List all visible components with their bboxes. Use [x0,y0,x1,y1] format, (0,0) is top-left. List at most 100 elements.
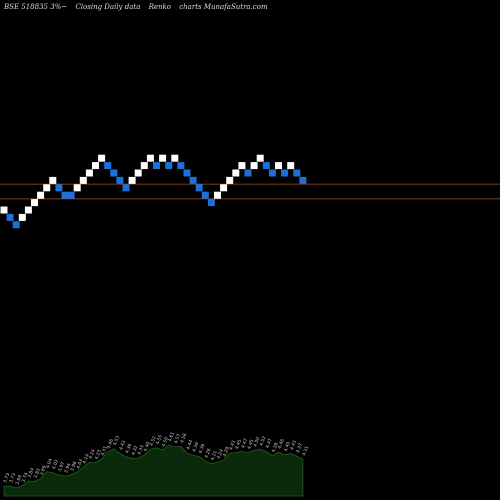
renko-brick [201,191,209,199]
volume-value-label: 4.21 [210,450,219,462]
volume-value-label: 4.45 [234,439,243,451]
volume-value-label: 3.73 [2,472,11,484]
header-symbol: BSE 518835 3%~ [4,3,68,11]
renko-brick [67,191,75,199]
renko-brick [55,184,63,192]
volume-value-label: 4.50 [161,436,170,448]
renko-brick [73,184,81,192]
volume-labels: 3.733.733.693.743.843.833.894.044.023.97… [2,431,310,486]
renko-brick [61,191,69,199]
volume-value-label: 4.40 [143,441,152,453]
renko-brick [116,176,124,184]
renko-brick [244,169,252,177]
volume-value-label: 4.58 [179,432,188,444]
volume-value-label: 4.45 [246,439,255,451]
volume-value-label: 4.33 [136,444,145,456]
volume-value-label: 4.36 [124,443,133,455]
renko-brick [49,176,57,184]
volume-value-label: 4.31 [100,445,109,457]
renko-brick [171,154,179,162]
volume-value-label: 4.53 [112,435,121,447]
volume-value-label: 4.38 [271,442,280,454]
volume-area [3,444,304,497]
volume-value-label: 4.29 [222,446,231,458]
volume-value-label: 4.02 [51,459,60,471]
volume-value-label: 4.50 [252,436,261,448]
volume-value-label: 4.43 [228,439,237,451]
volume-value-label: 4.37 [295,442,304,454]
renko-brick [165,162,173,170]
renko-brick [43,184,51,192]
volume-value-label: 4.57 [173,433,182,445]
renko-brick [12,221,20,229]
renko-brick [159,154,167,162]
volume-value-label: 4.40 [283,441,292,453]
renko-brick [214,191,221,199]
renko-brick [299,176,307,184]
volume-value-label: 3.89 [39,465,48,477]
renko-brick [177,162,185,170]
volume-value-label: 4.47 [265,438,274,450]
renko-brick [140,162,148,170]
volume-value-label: 4.23 [94,449,103,461]
renko-brick [92,162,99,170]
volume-value-label: 4.52 [258,435,267,447]
renko-bricks [0,154,307,229]
renko-brick [98,154,106,162]
renko-brick [226,176,234,184]
volume-value-label: 4.14 [82,453,91,465]
renko-brick [146,154,154,162]
renko-brick [128,176,136,184]
renko-brick [6,213,14,221]
renko-brick [220,184,228,192]
renko-brick [79,176,87,184]
volume-value-label: 3.69 [14,474,23,486]
renko-brick [134,169,142,177]
renko-brick [189,176,197,184]
volume-value-label: 4.24 [88,448,97,460]
volume-value-label: 3.73 [8,472,17,484]
renko-brick [122,184,130,192]
volume-value-label: 4.04 [45,458,54,470]
renko-brick [275,162,282,170]
volume-value-label: 4.47 [240,438,249,450]
volume-value-label: 3.94 [63,462,72,474]
renko-brick [232,169,240,177]
renko-brick [293,169,301,177]
volume-value-label: 4.31 [301,445,310,457]
volume-value-label: 4.24 [216,448,225,460]
renko-brick [85,169,93,177]
volume-value-label: 4.43 [118,439,127,451]
renko-brick [262,162,270,170]
renko-brick [238,162,246,170]
volume-value-label: 4.46 [106,438,115,450]
renko-brick [153,162,160,170]
renko-brick [207,199,215,207]
renko-brick [183,169,191,177]
renko-brick [281,169,289,177]
volume-value-label: 4.03 [75,458,84,470]
volume-value-label: 4.32 [130,445,139,457]
renko-brick [18,213,26,221]
header-chart-kind: Renko [148,3,172,11]
volume-value-label: 3.83 [33,468,42,480]
volume-value-label: 3.84 [27,467,36,479]
volume-value-label: 4.61 [167,431,176,443]
volume-value-label: 3.97 [57,461,66,473]
volume-value-label: 3.74 [21,472,30,484]
volume-value-label: 4.43 [289,439,298,451]
renko-brick [268,169,276,177]
renko-brick [31,199,38,207]
volume-value-label: 4.52 [149,435,158,447]
volume-value-label: 4.55 [155,434,164,446]
renko-brick [250,162,258,170]
volume-value-label: 4.26 [204,447,213,459]
volume-value-label: 4.44 [185,439,194,451]
volume-area-path [3,444,304,497]
renko-brick [104,162,112,170]
renko-brick [256,154,264,162]
volume-value-label: 3.98 [69,461,78,473]
header-mode: Closing Daily data [75,3,141,11]
renko-brick [287,162,295,170]
